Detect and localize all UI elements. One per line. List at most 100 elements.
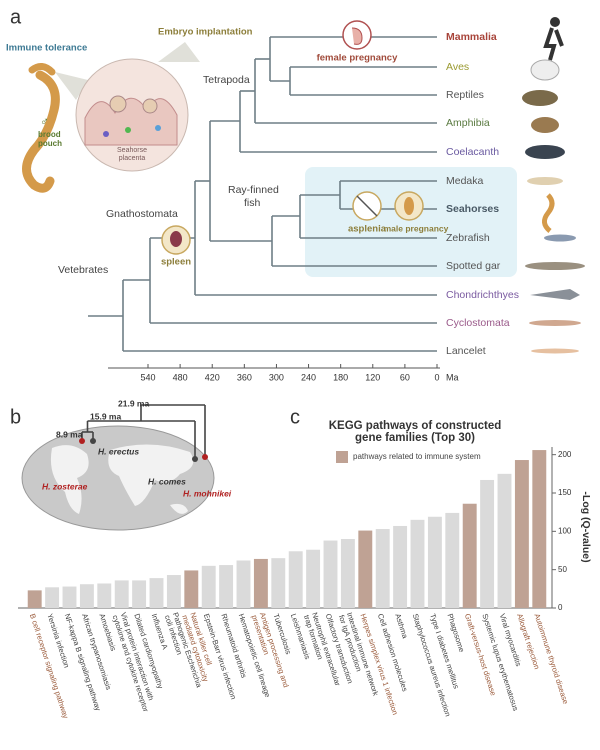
bar <box>253 558 268 608</box>
bar <box>201 565 216 608</box>
continent <box>170 503 188 514</box>
spotlight <box>158 42 200 62</box>
panel-label: b <box>10 406 21 428</box>
bar <box>288 551 303 608</box>
embryo <box>109 95 127 113</box>
species-tree <box>81 404 206 458</box>
taxon-label: Spotted gar <box>446 260 501 272</box>
location-dot <box>202 454 208 460</box>
bar <box>462 503 477 608</box>
continent <box>50 445 89 514</box>
lancelet <box>531 348 579 354</box>
bar <box>306 549 321 608</box>
bar <box>114 580 129 608</box>
bar <box>62 586 77 608</box>
legend-label: pathways related to immune system <box>353 452 481 461</box>
embryo <box>142 98 158 114</box>
icon-strike <box>356 195 378 217</box>
inset-label: Embryo implantation <box>158 27 253 38</box>
bar <box>445 512 460 608</box>
bar <box>497 473 512 608</box>
legend-swatch <box>336 451 348 463</box>
clade-label: fish <box>244 197 261 209</box>
human <box>543 27 564 61</box>
axis-tick-label: 480 <box>173 372 188 382</box>
axis-tick-label: 120 <box>365 372 380 382</box>
time-axis: 540 480 420 360 300 240 180 120 60 0 Ma <box>108 364 459 382</box>
clade-label: Tetrapoda <box>203 74 250 86</box>
bar <box>271 558 286 608</box>
axis-unit: Ma <box>446 372 459 382</box>
taxon-label: Mammalia <box>446 31 497 43</box>
axis-tick-label: 240 <box>301 372 316 382</box>
axis-tick-label: 0 <box>434 372 439 382</box>
y-tick-label: 200 <box>558 450 572 459</box>
species-label: H. zosterae <box>42 481 88 491</box>
y-tick-label: 0 <box>558 603 563 612</box>
zebrafish <box>544 234 576 242</box>
y-tick-label: 100 <box>558 526 572 535</box>
y-tick-label: 150 <box>558 488 572 497</box>
bar <box>149 578 164 608</box>
annotation: female pregnancy <box>317 53 398 64</box>
cell <box>155 125 161 131</box>
lamprey <box>529 320 581 326</box>
clade-label: Vetebrates <box>58 264 108 276</box>
annotation: spleen <box>161 257 191 268</box>
seahorse-head <box>28 63 56 76</box>
bar <box>184 570 199 608</box>
bar <box>427 516 442 608</box>
frog <box>531 117 559 133</box>
taxon-label: Reptiles <box>446 89 484 101</box>
shark <box>530 289 580 300</box>
bar <box>166 575 181 608</box>
axis-tick-label: 300 <box>269 372 284 382</box>
cell <box>125 127 131 133</box>
divergence-label: 8.9 ma <box>56 429 83 439</box>
icon-shape <box>351 27 363 45</box>
panel-label: c <box>290 406 300 428</box>
inset-label: Immune tolerance <box>6 43 87 54</box>
x-tick-label: Asthma <box>393 612 410 640</box>
bar <box>480 479 495 608</box>
taxon-label: Cyclostomata <box>446 317 510 329</box>
location-dot <box>79 438 85 444</box>
inset-label: Seahorse <box>117 147 147 154</box>
bar <box>410 519 425 608</box>
spotlight <box>55 72 88 100</box>
taxon-label: Lancelet <box>446 345 486 357</box>
cell <box>103 131 109 137</box>
axis-tick-label: 420 <box>205 372 220 382</box>
spleen-shape <box>170 231 182 247</box>
chicken <box>530 59 560 81</box>
y-tick-label: 50 <box>558 565 567 574</box>
panel-label: a <box>10 6 22 28</box>
inset-label: placenta <box>119 155 146 162</box>
seahorse <box>542 193 555 233</box>
species-label: H. erectus <box>98 446 139 456</box>
bar <box>97 583 112 608</box>
chart-title: KEGG pathways of constructed gene famili… <box>328 420 502 444</box>
bar <box>236 560 251 608</box>
bar <box>340 539 355 608</box>
bar <box>532 450 547 608</box>
gar <box>525 262 585 270</box>
bar <box>45 587 60 608</box>
brood-symbol: ♂ <box>40 114 49 128</box>
divergence-label: 21.9 ma <box>118 398 149 408</box>
annotation: asplenia <box>348 224 387 235</box>
inset-label: pouch <box>38 139 62 148</box>
bar <box>514 460 529 608</box>
bar <box>358 530 373 608</box>
location-dot <box>192 456 198 462</box>
coelacanth <box>525 145 565 159</box>
clade-label: Gnathostomata <box>106 208 178 220</box>
bar <box>375 529 390 608</box>
taxon-label: Medaka <box>446 175 484 187</box>
bar <box>393 525 408 608</box>
icon-shape <box>404 197 414 215</box>
phylogeny <box>88 36 437 352</box>
seahorse <box>22 70 60 193</box>
